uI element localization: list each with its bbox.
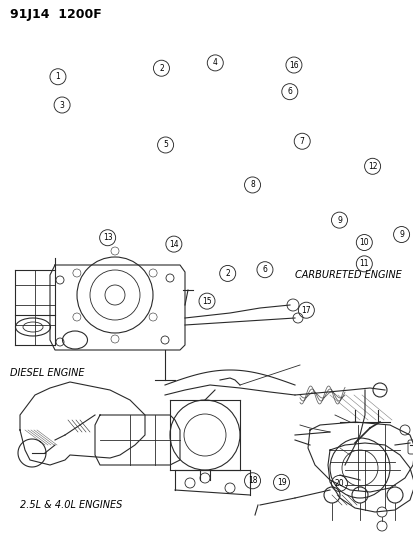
Text: 6: 6 bbox=[262, 265, 267, 274]
Text: 4: 4 bbox=[212, 59, 217, 67]
Text: 9: 9 bbox=[336, 216, 341, 224]
Text: 9: 9 bbox=[398, 230, 403, 239]
Text: CARBURETED ENGINE: CARBURETED ENGINE bbox=[294, 270, 401, 280]
Text: 20: 20 bbox=[334, 479, 344, 488]
Text: 1: 1 bbox=[55, 72, 60, 81]
Text: 18: 18 bbox=[247, 477, 256, 485]
Text: 6: 6 bbox=[287, 87, 292, 96]
Text: 13: 13 bbox=[102, 233, 112, 242]
Text: 17: 17 bbox=[301, 306, 311, 314]
Text: 16: 16 bbox=[288, 61, 298, 69]
Text: 5: 5 bbox=[163, 141, 168, 149]
Text: 14: 14 bbox=[169, 240, 178, 248]
Text: 11: 11 bbox=[359, 260, 368, 268]
Text: 19: 19 bbox=[276, 478, 286, 487]
Text: 7: 7 bbox=[299, 137, 304, 146]
Text: 10: 10 bbox=[358, 238, 368, 247]
Text: 15: 15 bbox=[202, 297, 211, 305]
Text: 3: 3 bbox=[59, 101, 64, 109]
Text: 91J14  1200F: 91J14 1200F bbox=[10, 8, 102, 21]
Text: 12: 12 bbox=[367, 162, 376, 171]
Text: DIESEL ENGINE: DIESEL ENGINE bbox=[10, 368, 84, 378]
Text: 2: 2 bbox=[225, 269, 230, 278]
Text: 2.5L & 4.0L ENGINES: 2.5L & 4.0L ENGINES bbox=[20, 500, 122, 510]
Text: 8: 8 bbox=[249, 181, 254, 189]
Text: 2: 2 bbox=[159, 64, 164, 72]
